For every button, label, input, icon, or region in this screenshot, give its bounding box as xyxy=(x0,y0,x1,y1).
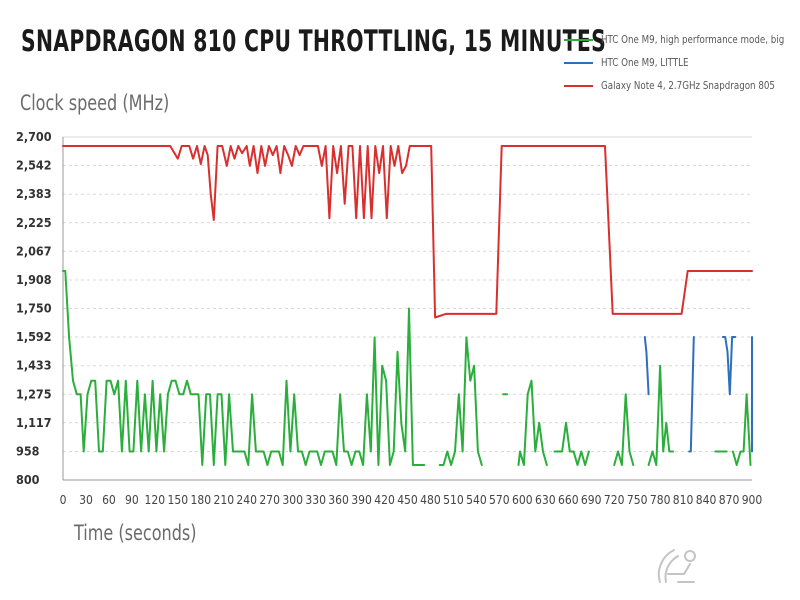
x-axis-label: Time (seconds) xyxy=(74,521,197,545)
x-tick-label: 900 xyxy=(742,493,763,507)
series-line-0 xyxy=(62,270,426,466)
series-line-1 xyxy=(721,336,737,396)
y-tick-label: 1,275 xyxy=(16,386,52,401)
legend-label: HTC One M9, LITTLE xyxy=(601,56,689,69)
x-tick-label: 330 xyxy=(305,493,326,507)
x-tick-label: 570 xyxy=(489,493,510,507)
legend-swatch xyxy=(564,85,593,87)
x-tick-label: 870 xyxy=(719,493,740,507)
x-tick-label: 780 xyxy=(650,493,671,507)
y-tick-label: 2,067 xyxy=(16,243,52,258)
x-tick-label: 0 xyxy=(60,493,67,507)
x-tick-label: 510 xyxy=(443,493,464,507)
legend-swatch xyxy=(564,62,593,64)
x-tick-label: 60 xyxy=(102,493,116,507)
watermark-logo-icon xyxy=(657,549,696,583)
x-tick-label: 720 xyxy=(604,493,625,507)
x-tick-label: 240 xyxy=(236,493,257,507)
series-line-0 xyxy=(731,393,752,466)
series-line-0 xyxy=(613,393,635,466)
x-tick-label: 660 xyxy=(558,493,579,507)
x-tick-label: 30 xyxy=(79,493,93,507)
x-tick-label: 450 xyxy=(397,493,418,507)
y-tick-label: 2,225 xyxy=(16,215,52,230)
y-tick-label: 1,433 xyxy=(16,358,52,373)
x-tick-label: 390 xyxy=(351,493,372,507)
series-line-0 xyxy=(553,421,590,466)
x-tick-label: 90 xyxy=(125,493,139,507)
legend-label: Galaxy Note 4, 2.7GHz Snapdragon 805 xyxy=(601,79,775,92)
x-tick-label: 840 xyxy=(696,493,717,507)
x-tick-label: 300 xyxy=(282,493,303,507)
y-tick-label: 1,908 xyxy=(16,272,52,287)
series-line-1 xyxy=(688,336,695,453)
legend-label: HTC One M9, high performance mode, big xyxy=(601,33,785,46)
watermark xyxy=(654,542,794,590)
series-line-2 xyxy=(62,145,753,319)
x-tick-label: 420 xyxy=(374,493,395,507)
series-line-1 xyxy=(643,336,650,396)
x-tick-label: 150 xyxy=(168,493,189,507)
y-axis-label: Clock speed (MHz) xyxy=(20,91,170,115)
x-tick-label: 270 xyxy=(259,493,280,507)
series-line-0 xyxy=(438,336,483,466)
x-tick-label: 480 xyxy=(420,493,441,507)
chart-title: Snapdragon 810 CPU Throttling, 15 Minute… xyxy=(21,24,607,58)
y-tick-label: 2,700 xyxy=(16,129,52,144)
y-tick-label: 958 xyxy=(16,443,40,458)
x-tick-label: 810 xyxy=(673,493,694,507)
y-tick-label: 2,542 xyxy=(16,158,52,173)
x-tick-label: 180 xyxy=(190,493,211,507)
x-tick-label: 360 xyxy=(328,493,349,507)
y-tick-label: 1,750 xyxy=(16,301,52,316)
y-tick-label: 1,117 xyxy=(16,415,52,430)
y-tick-label: 1,592 xyxy=(16,329,52,344)
y-tick-label: 2,383 xyxy=(16,186,52,201)
x-tick-label: 600 xyxy=(512,493,533,507)
x-tick-label: 210 xyxy=(213,493,234,507)
legend-swatch xyxy=(564,39,593,41)
series-line-0 xyxy=(647,364,675,466)
x-tick-label: 540 xyxy=(466,493,487,507)
x-tick-label: 690 xyxy=(581,493,602,507)
x-tick-label: 120 xyxy=(145,493,166,507)
y-tick-label: 800 xyxy=(16,472,40,487)
series-line-0 xyxy=(517,379,548,466)
x-tick-label: 750 xyxy=(627,493,648,507)
x-tick-label: 630 xyxy=(535,493,556,507)
